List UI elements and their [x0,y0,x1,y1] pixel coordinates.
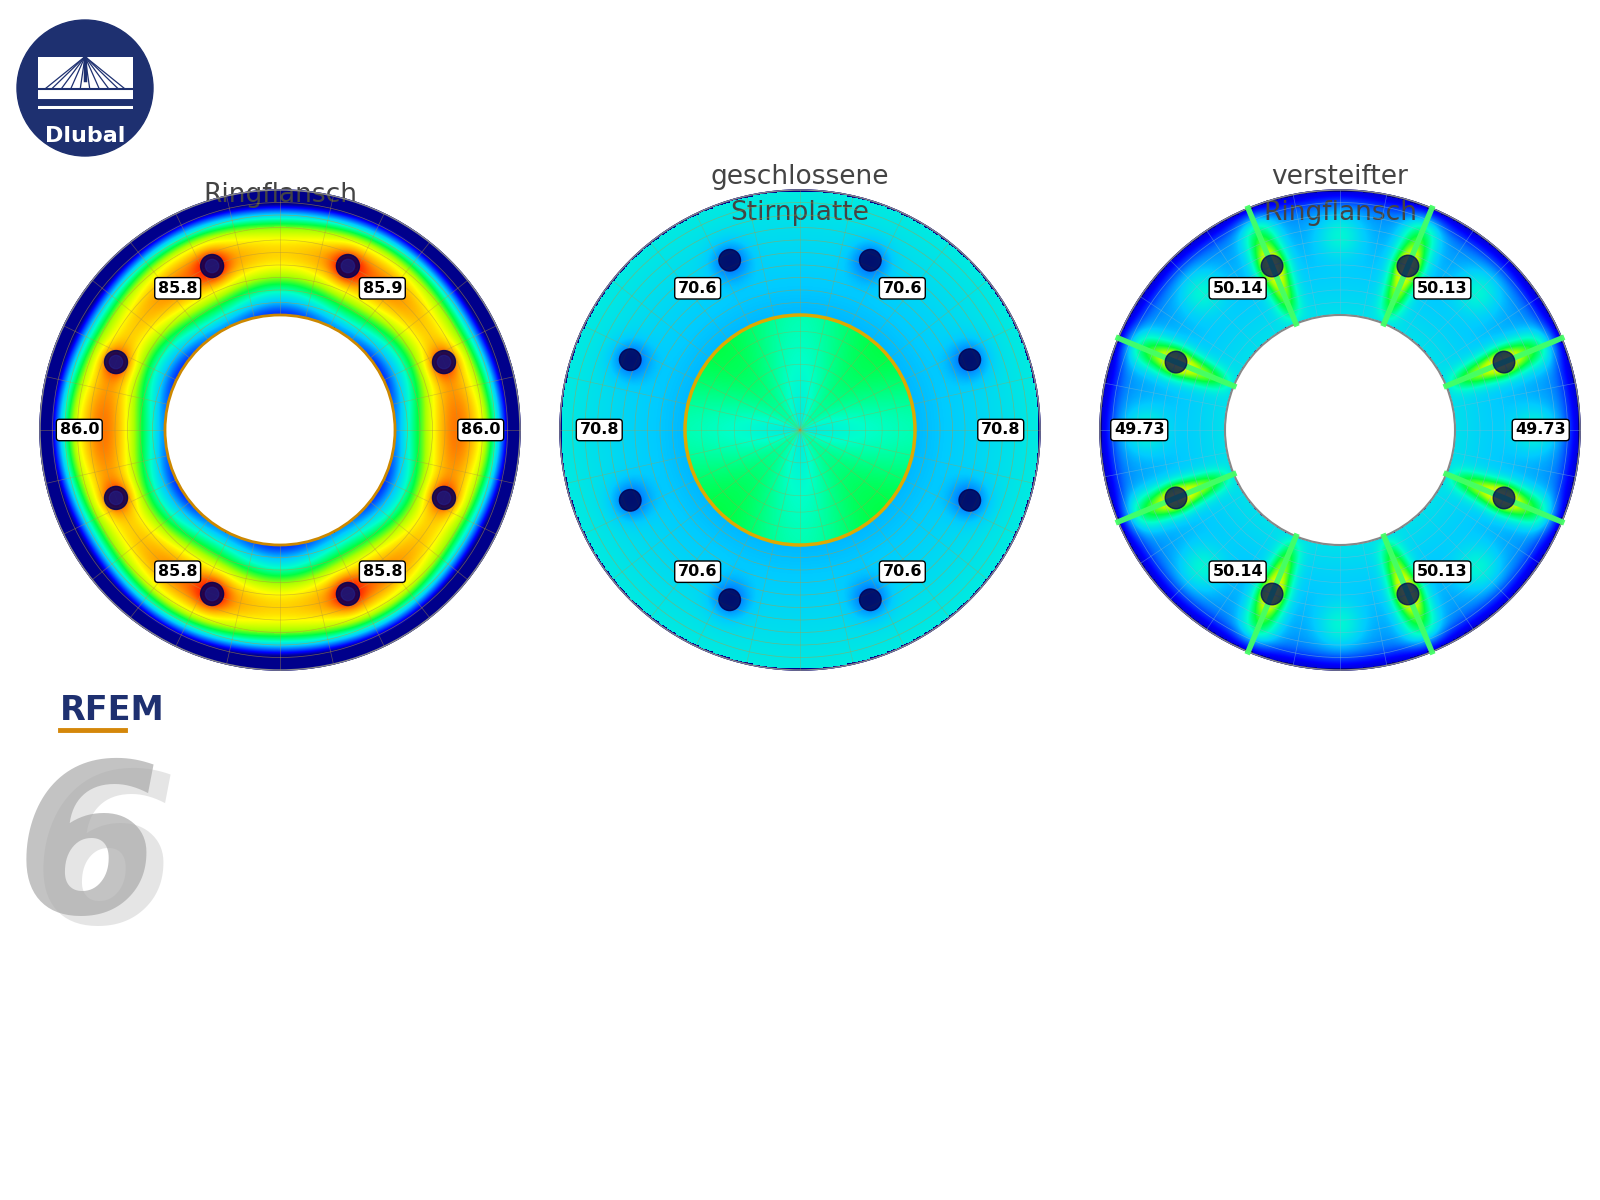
Circle shape [1261,583,1283,605]
Text: 70.6: 70.6 [883,281,922,296]
Circle shape [1397,256,1419,277]
Circle shape [619,490,642,511]
Circle shape [205,587,219,601]
Text: 86.0: 86.0 [461,422,501,438]
Circle shape [165,314,395,545]
Circle shape [18,20,154,156]
Circle shape [341,259,355,272]
Circle shape [718,589,741,611]
Circle shape [109,355,123,368]
Circle shape [1397,583,1419,605]
Circle shape [1165,352,1187,373]
Text: 50.13: 50.13 [1418,281,1467,296]
Circle shape [619,349,642,371]
Circle shape [1165,487,1187,509]
Text: versteifter
Ringflansch: versteifter Ringflansch [1262,164,1418,226]
Circle shape [104,350,128,373]
Text: 85.8: 85.8 [158,281,197,296]
Circle shape [958,349,981,371]
Bar [37,56,133,108]
Circle shape [958,490,981,511]
Text: Dlubal: Dlubal [45,126,125,146]
Circle shape [432,486,456,510]
Circle shape [1493,352,1515,373]
Circle shape [341,587,355,601]
Circle shape [1101,190,1581,670]
Text: geschlossene
Stirnplatte: geschlossene Stirnplatte [710,164,890,226]
Text: 85.9: 85.9 [363,281,402,296]
Text: 49.73: 49.73 [1114,422,1165,438]
Circle shape [859,250,882,271]
Text: 70.6: 70.6 [678,564,717,580]
Circle shape [109,491,123,505]
Text: 50.14: 50.14 [1213,281,1262,296]
Circle shape [1226,314,1454,545]
Circle shape [859,589,882,611]
Circle shape [205,259,219,272]
Text: 50.14: 50.14 [1213,564,1262,580]
Circle shape [560,190,1040,670]
Circle shape [437,355,451,368]
Text: RFEM: RFEM [61,694,165,726]
Circle shape [200,582,224,606]
Circle shape [560,190,1040,670]
Text: 6: 6 [32,764,178,966]
Text: 86.0: 86.0 [59,422,99,438]
Circle shape [200,254,224,277]
Circle shape [437,491,451,505]
Circle shape [718,250,741,271]
Text: 49.73: 49.73 [1515,422,1566,438]
Text: 70.6: 70.6 [678,281,717,296]
Text: 70.8: 70.8 [981,422,1021,438]
Text: 50.13: 50.13 [1418,564,1467,580]
Circle shape [1101,190,1581,670]
Circle shape [336,254,360,277]
Circle shape [40,190,520,670]
Circle shape [104,486,128,510]
Text: Ringflansch: Ringflansch [203,182,357,208]
Circle shape [432,350,456,373]
Text: 85.8: 85.8 [158,564,197,580]
Text: 85.8: 85.8 [363,564,402,580]
Circle shape [336,582,360,606]
Circle shape [1493,487,1515,509]
Text: 6: 6 [16,754,160,956]
Text: 70.8: 70.8 [579,422,619,438]
Text: 70.6: 70.6 [883,564,922,580]
Circle shape [1261,256,1283,277]
Circle shape [40,190,520,670]
